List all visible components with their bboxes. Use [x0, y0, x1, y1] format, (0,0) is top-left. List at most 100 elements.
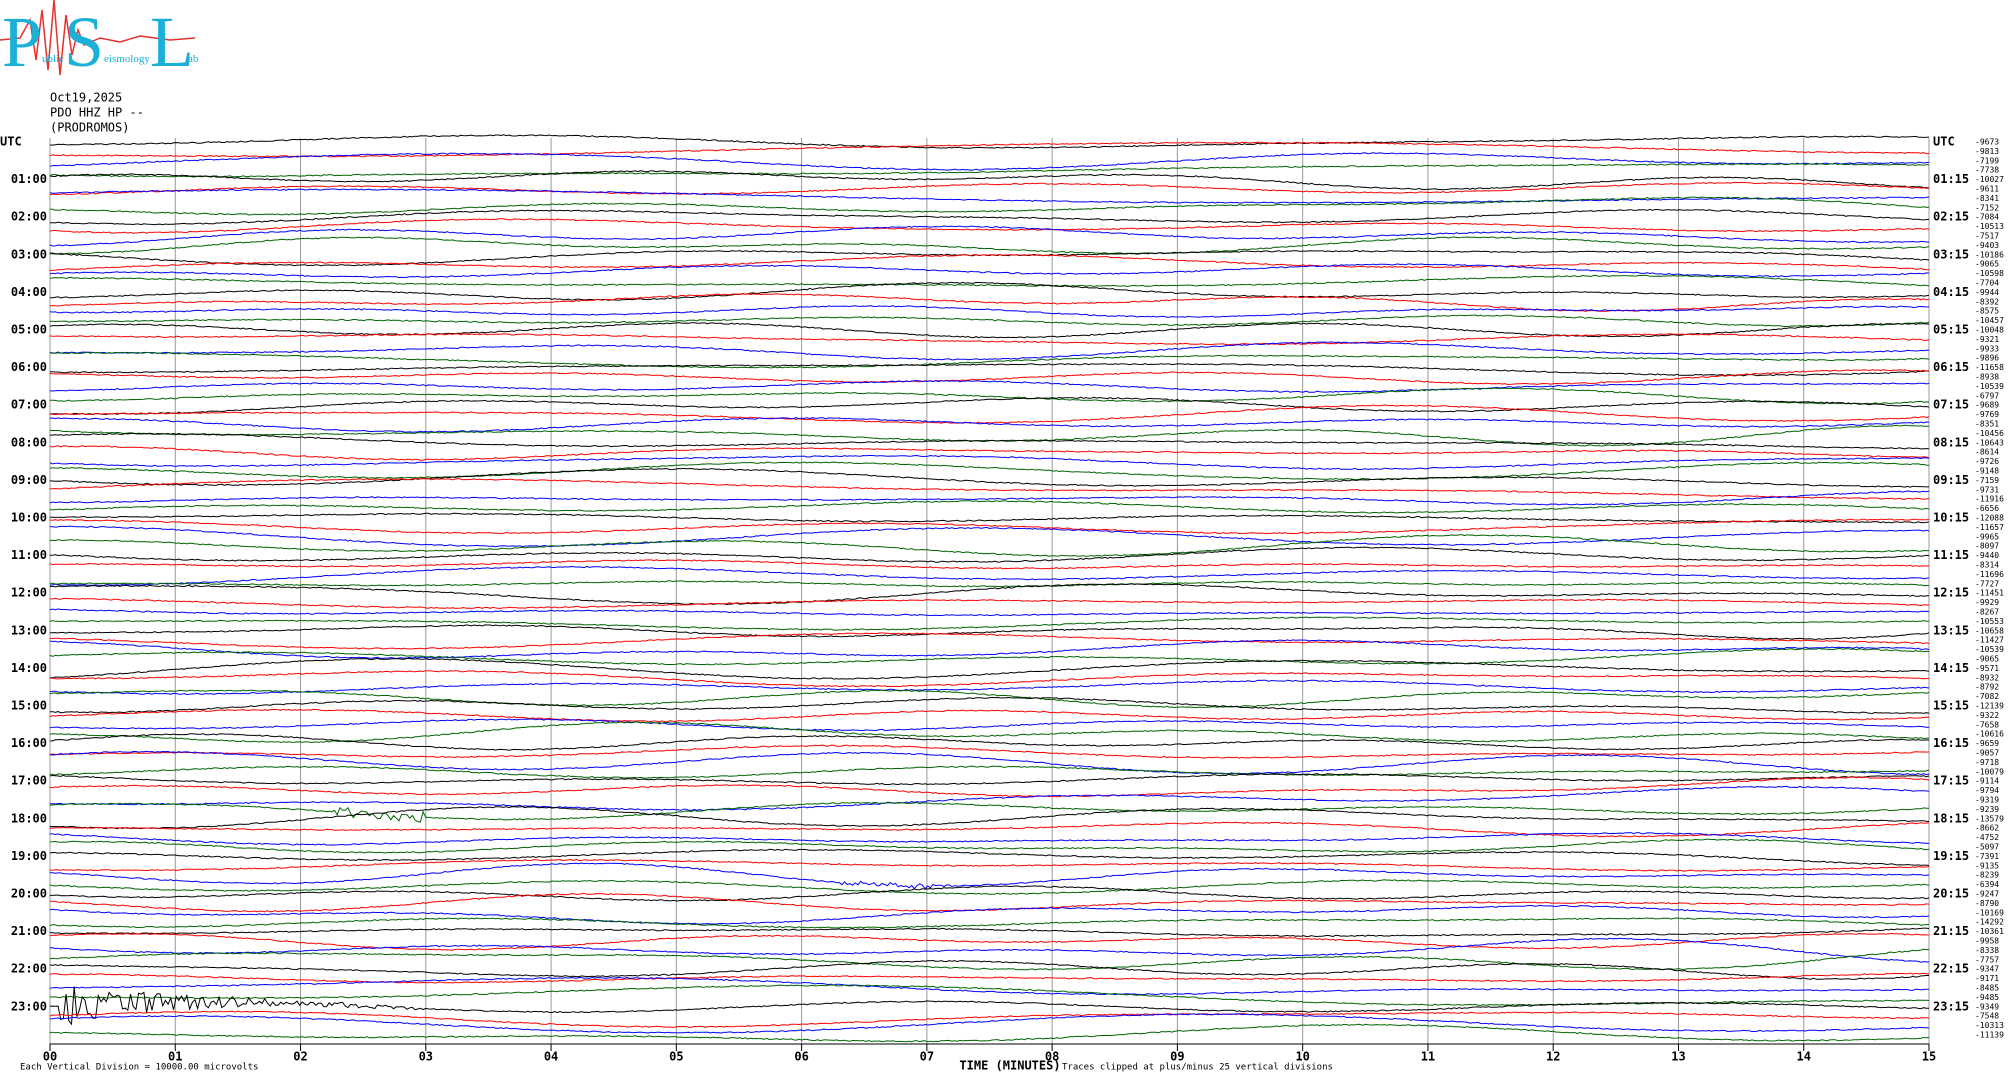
trace: [49, 196, 1930, 216]
trace: [50, 314, 1930, 328]
trace: [49, 583, 1930, 606]
trace-label: -7082: [1975, 692, 1999, 701]
trace: [49, 657, 1930, 680]
trace-label: -8575: [1975, 307, 1999, 316]
trace: [49, 597, 1930, 609]
trace-label: -11696: [1975, 570, 2004, 579]
trace: [49, 959, 1930, 980]
trace: [49, 937, 1929, 963]
left-label: 10:00: [11, 511, 47, 525]
trace-label: -9171: [1975, 974, 1999, 983]
trace-label: -7757: [1975, 955, 1999, 964]
trace: [49, 500, 1930, 514]
trace: [50, 546, 1930, 563]
trace-label: -7727: [1975, 579, 1999, 588]
trace-label: -9440: [1975, 551, 1999, 560]
trace-label: -7548: [1975, 1012, 1999, 1021]
trace: [49, 274, 1930, 288]
trace: [49, 917, 1930, 929]
trace: [50, 387, 1930, 405]
trace-label: -14292: [1975, 918, 2004, 927]
trace-label: -8485: [1975, 984, 1999, 993]
trace: [49, 670, 1930, 688]
trace-label: -9673: [1975, 138, 1999, 147]
trace-label: -9065: [1975, 260, 1999, 269]
trace-label: -7159: [1975, 476, 1999, 485]
trace-label: -10658: [1975, 626, 2004, 635]
left-label: 15:00: [11, 699, 47, 713]
trace-label: -9929: [1975, 598, 1999, 607]
trace: [49, 188, 1930, 204]
trace-label: -10513: [1975, 222, 2004, 231]
trace-label: -7517: [1975, 232, 1999, 241]
footer-right: Traces clipped at plus/minus 25 vertical…: [1062, 1063, 1333, 1073]
right-label: 07:15: [1933, 398, 1969, 412]
trace: [49, 134, 1930, 149]
trace-label: -7152: [1975, 203, 1999, 212]
trace: [49, 624, 1930, 640]
trace: [49, 718, 1930, 732]
right-label: 04:15: [1933, 285, 1969, 299]
trace-label: -11916: [1975, 495, 2004, 504]
right-label: 05:15: [1933, 323, 1969, 337]
trace-label: -10361: [1975, 927, 2004, 936]
left-label: 18:00: [11, 811, 47, 825]
trace-label: -9813: [1975, 147, 1999, 156]
logo-letter: S: [64, 2, 104, 82]
trace-label: -8662: [1975, 824, 1999, 833]
trace: [49, 341, 1930, 361]
trace: [49, 708, 1930, 723]
x-tick-label: 15: [1922, 1050, 1936, 1064]
trace: [49, 454, 1930, 471]
right-label: 13:15: [1933, 623, 1969, 637]
trace: [49, 750, 1930, 776]
trace: [49, 806, 1929, 830]
trace-label: -10553: [1975, 617, 2004, 626]
trace-label: -7084: [1975, 213, 1999, 222]
logo-squiggle: [0, 0, 196, 76]
right-label: 11:15: [1933, 548, 1969, 562]
trace: [49, 249, 1930, 267]
trace-label: -10169: [1975, 908, 2004, 917]
trace-label: -8792: [1975, 683, 1999, 692]
x-tick-label: 13: [1671, 1050, 1685, 1064]
x-tick-label: 06: [794, 1050, 808, 1064]
trace-label: -13579: [1975, 814, 2004, 823]
right-label: 21:15: [1933, 924, 1969, 938]
trace-label: -9321: [1975, 335, 1999, 344]
trace: [49, 369, 1930, 386]
trace-label: -7738: [1975, 166, 1999, 175]
left-label: 16:00: [11, 736, 47, 750]
trace: [49, 832, 1929, 846]
trace: [49, 559, 1930, 570]
trace: [50, 632, 1930, 650]
trace-label: -10313: [1975, 1021, 2004, 1030]
trace-label: -9718: [1975, 758, 1999, 767]
trace-label: -6394: [1975, 880, 1999, 889]
trace: [49, 647, 1930, 666]
trace: [49, 305, 1930, 318]
trace: [49, 512, 1930, 524]
trace-label: -7658: [1975, 720, 1999, 729]
trace: [49, 565, 1930, 587]
trace: [49, 986, 1930, 1026]
trace-label: -9933: [1975, 344, 1999, 353]
trace-label: -11657: [1975, 523, 2004, 532]
right-label: UTC: [1933, 135, 1955, 149]
trace-label: -10539: [1975, 645, 2004, 654]
x-tick-label: 14: [1797, 1050, 1811, 1064]
trace: [49, 225, 1930, 247]
right-label: 02:15: [1933, 210, 1969, 224]
trace-label: -8614: [1975, 448, 1999, 457]
right-label: 17:15: [1933, 774, 1969, 788]
trace-label: -12139: [1975, 702, 2004, 711]
trace: [49, 236, 1930, 255]
trace-label: -11427: [1975, 636, 2004, 645]
trace: [49, 467, 1930, 488]
station: PDO HHZ HP --: [50, 106, 144, 120]
x-tick-label: 11: [1421, 1050, 1435, 1064]
right-label: 08:15: [1933, 435, 1969, 449]
trace: [49, 838, 1930, 854]
trace-label: -9958: [1975, 937, 1999, 946]
trace: [49, 733, 1930, 751]
